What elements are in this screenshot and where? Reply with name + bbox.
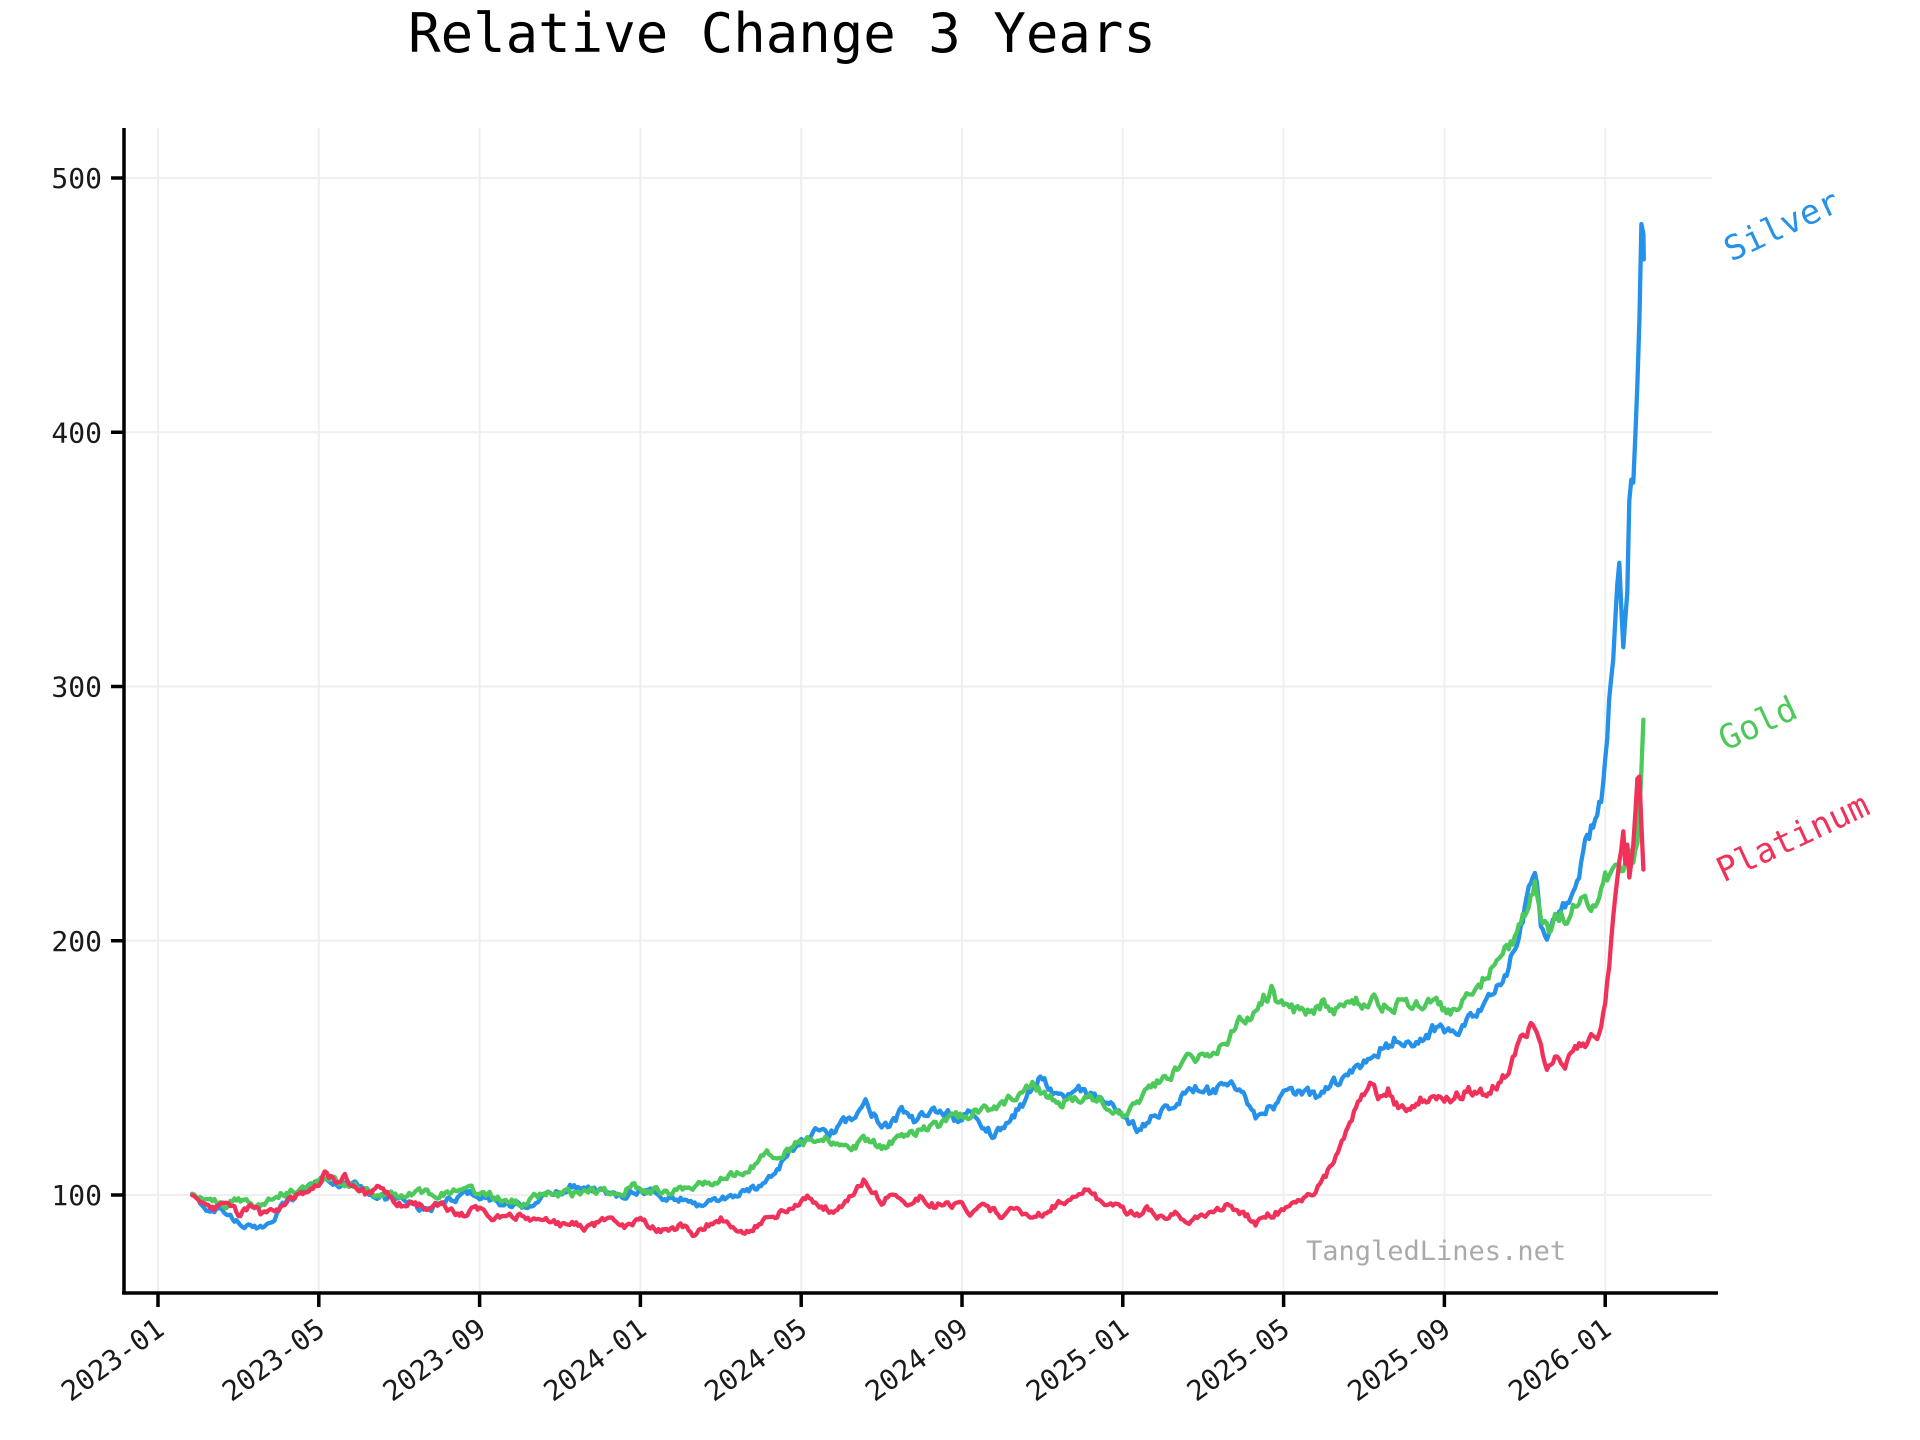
x-tick-label: 2024-01	[538, 1312, 653, 1408]
x-tick-label: 2023-09	[377, 1312, 492, 1408]
x-tick-label: 2025-09	[1342, 1312, 1457, 1408]
x-tick-label: 2024-05	[698, 1312, 813, 1408]
x-tick-label: 2026-01	[1502, 1312, 1617, 1408]
x-tick-label: 2023-05	[216, 1312, 331, 1408]
chart-title: Relative Change 3 Years	[408, 2, 1156, 65]
x-tick-label: 2025-01	[1020, 1312, 1135, 1408]
x-tick-label: 2023-01	[55, 1312, 170, 1408]
gold-line-series	[190, 717, 1646, 1211]
y-tick-label: 500	[51, 162, 102, 195]
y-tick-label: 200	[51, 925, 102, 958]
y-tick-label: 100	[51, 1179, 102, 1212]
y-tick-label: 300	[51, 671, 102, 704]
silver-line-series	[190, 221, 1646, 1231]
x-tick-label: 2025-05	[1181, 1312, 1296, 1408]
platinum-line-series	[190, 774, 1646, 1239]
x-tick-label: 2024-09	[859, 1312, 974, 1408]
y-tick-label: 400	[51, 416, 102, 449]
watermark-text: TangledLines.net	[1306, 1236, 1567, 1267]
